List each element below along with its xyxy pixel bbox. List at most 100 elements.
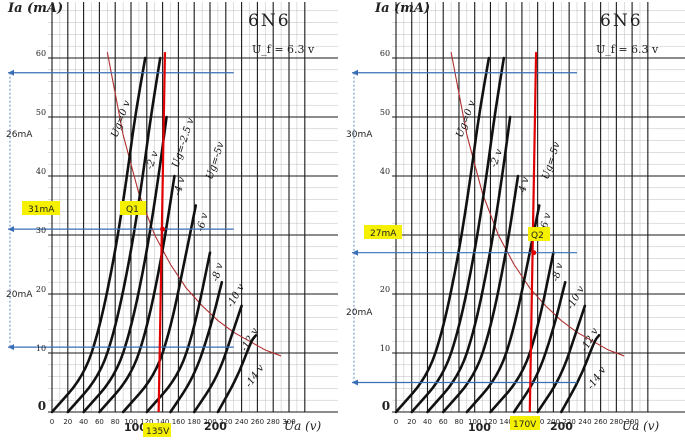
current-highlight <box>364 225 402 239</box>
x-tick-label: 160 <box>172 418 185 426</box>
plate-curve <box>121 204 198 414</box>
current-label: 27mA <box>370 229 397 239</box>
operating-point-marker <box>160 226 166 232</box>
chart-subtitle: U_f = 6.3 v <box>596 43 659 56</box>
x-tick-label: 80 <box>111 418 120 426</box>
curve-label: -8 v <box>210 262 226 283</box>
reference-lines <box>8 69 234 351</box>
arrow-head <box>352 69 358 76</box>
load-line <box>157 52 167 413</box>
span-label-top: 30mA <box>346 130 373 140</box>
y-tick-label: 20 <box>36 285 46 294</box>
voltage-label: 135V <box>146 427 170 437</box>
curve-label: -8 v <box>550 262 566 283</box>
x-tick-label: 220 <box>219 418 232 426</box>
curve-label: -6 v <box>195 212 211 233</box>
grid-major <box>48 2 345 413</box>
x-tick-label: 140 <box>156 418 169 426</box>
point-highlight <box>120 201 146 215</box>
plate-curve <box>98 174 176 414</box>
x-tick-label: 300 <box>282 418 295 426</box>
plate-curves <box>394 56 601 414</box>
y-tick-label: 60 <box>36 49 46 58</box>
plate-curve <box>169 280 224 414</box>
chart-subtitle: U_f = 6.3 v <box>252 43 315 56</box>
x-tick-label: 0 <box>394 418 398 426</box>
chart-title: 6N6 <box>248 11 291 31</box>
x-axis-big-100: 100 <box>124 421 147 434</box>
x-tick-label: 200 <box>547 418 560 426</box>
voltage-label: 170V <box>513 420 537 430</box>
load-line-segment <box>157 52 167 413</box>
x-tick-label: 80 <box>454 418 463 426</box>
y-tick-labels: 0 10 20 30 40 50 60 <box>36 49 46 413</box>
arrow-head <box>352 249 358 256</box>
y-tick-label: 50 <box>36 108 46 117</box>
y-tick-label: 10 <box>380 344 390 353</box>
x-tick-label: 20 <box>407 418 416 426</box>
current-label: 31mA <box>28 205 55 215</box>
x-tick-label: 280 <box>267 418 280 426</box>
arrow-head <box>352 379 358 386</box>
x-axis-big-200: 200 <box>550 420 573 433</box>
x-tick-label: 40 <box>79 418 88 426</box>
x-tick-label: 220 <box>562 418 575 426</box>
span-label-bottom: 20mA <box>6 290 33 300</box>
x-tick-label: 280 <box>610 418 623 426</box>
y-tick-label: 10 <box>36 344 46 353</box>
plate-curves <box>50 56 258 414</box>
x-tick-label: 240 <box>235 418 248 426</box>
y-tick-label: 0 <box>38 399 46 413</box>
arrow-head <box>8 226 14 233</box>
plate-curve <box>66 56 162 414</box>
plate-curve <box>536 304 587 414</box>
y-tick-label: 60 <box>380 49 390 58</box>
x-tick-label: 140 <box>499 418 512 426</box>
span-label-bottom: 20mA <box>346 308 373 318</box>
chart-right: 0204060801001201401601802002202402602803… <box>346 1 685 434</box>
curve-label: -4 v <box>516 176 532 197</box>
plate-curve <box>410 56 506 414</box>
y-tick-label: 50 <box>380 108 390 117</box>
x-tick-label: 20 <box>63 418 72 426</box>
voltage-highlight <box>143 423 171 437</box>
y-tick-label: 40 <box>380 167 390 176</box>
voltage-highlight <box>510 416 540 430</box>
x-axis-big-200: 200 <box>204 420 227 433</box>
operating-point-label: Q1 <box>126 205 139 215</box>
x-tick-label: 240 <box>578 418 591 426</box>
plate-curve <box>426 115 512 414</box>
x-tick-label: 260 <box>251 418 264 426</box>
x-tick-label: 100 <box>468 418 481 426</box>
plate-curve <box>192 304 243 414</box>
arrow-head <box>8 69 14 76</box>
current-highlight <box>22 201 60 215</box>
x-tick-label: 60 <box>95 418 104 426</box>
y-tick-label: 30 <box>36 226 46 235</box>
x-tick-label: 100 <box>124 418 137 426</box>
x-tick-label: 300 <box>625 418 638 426</box>
x-tick-label: 180 <box>188 418 201 426</box>
x-tick-label: 260 <box>594 418 607 426</box>
reference-lines <box>352 69 578 386</box>
y-tick-label: 20 <box>380 285 390 294</box>
arrow-head <box>8 344 14 351</box>
point-highlight <box>528 227 550 241</box>
x-axis-label: Ua (v) <box>284 419 322 433</box>
x-tick-label: 0 <box>50 418 54 426</box>
y-axis-label: Ia (mA) <box>374 1 430 16</box>
plate-curve <box>394 56 491 414</box>
x-tick-label: 120 <box>140 418 153 426</box>
plate-curve <box>559 334 601 414</box>
plate-curve <box>145 251 212 414</box>
grid-major <box>392 2 685 413</box>
y-tick-label: 40 <box>36 167 46 176</box>
plate-curve <box>216 334 258 414</box>
span-label-top: 26mA <box>6 130 33 140</box>
x-axis-label: Ua (v) <box>622 419 660 433</box>
y-axis-label: Ia (mA) <box>7 1 63 16</box>
x-tick-label: 60 <box>439 418 448 426</box>
panel-gap <box>338 0 346 442</box>
